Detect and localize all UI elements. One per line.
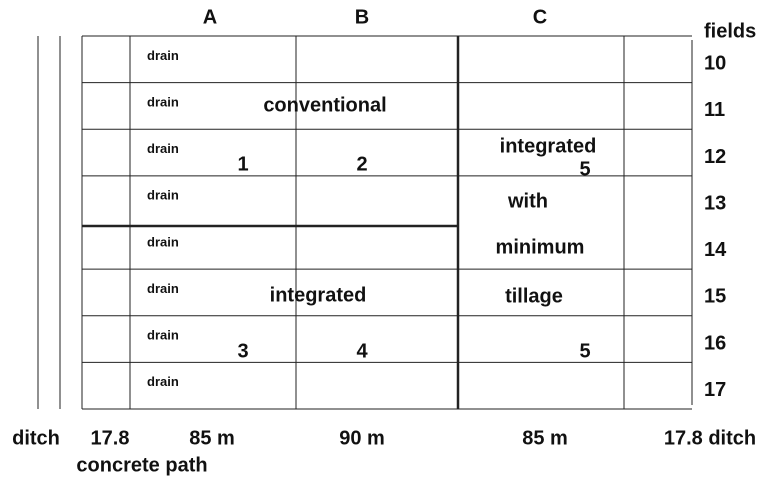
- plot-label: integrated: [500, 135, 597, 157]
- drain-label: drain: [147, 48, 179, 63]
- bottom-label: 90 m: [339, 427, 385, 449]
- plot-label: 4: [356, 340, 368, 362]
- column-label: B: [355, 6, 369, 28]
- plot-label: 5: [579, 158, 590, 180]
- field-number: 10: [704, 53, 726, 75]
- drain-label: drain: [147, 281, 179, 296]
- drain-label: drain: [147, 374, 179, 389]
- plot-label: conventional: [263, 94, 386, 116]
- drain-label: drain: [147, 328, 179, 343]
- bottom-label: concrete path: [76, 454, 207, 476]
- field-number: 16: [704, 332, 726, 354]
- drain-label: drain: [147, 94, 179, 109]
- plot-label: with: [507, 190, 548, 212]
- plot-label: minimum: [496, 236, 585, 258]
- column-label: A: [203, 6, 217, 28]
- bottom-label: 17.8: [91, 427, 130, 449]
- bottom-label: 17.8 ditch: [664, 427, 756, 449]
- bottom-label: ditch: [12, 427, 60, 449]
- field-number: 13: [704, 192, 726, 214]
- field-number: 11: [704, 99, 725, 121]
- plot-label: 5: [579, 340, 590, 362]
- bottom-label: 85 m: [522, 427, 568, 449]
- plot-label: integrated: [270, 284, 367, 306]
- fields-label: fields: [704, 20, 756, 42]
- field-number: 17: [704, 379, 726, 401]
- plot-label: tillage: [505, 285, 563, 307]
- drain-label: drain: [147, 234, 179, 249]
- plot-label: 2: [356, 153, 367, 175]
- bottom-label: 85 m: [189, 427, 235, 449]
- field-number: 15: [704, 286, 726, 308]
- plot-label: 3: [237, 340, 248, 362]
- column-label: C: [533, 6, 547, 28]
- drain-label: drain: [147, 188, 179, 203]
- plot-label: 1: [237, 153, 248, 175]
- field-number: 14: [704, 239, 727, 261]
- field-number: 12: [704, 146, 726, 168]
- drain-label: drain: [147, 141, 179, 156]
